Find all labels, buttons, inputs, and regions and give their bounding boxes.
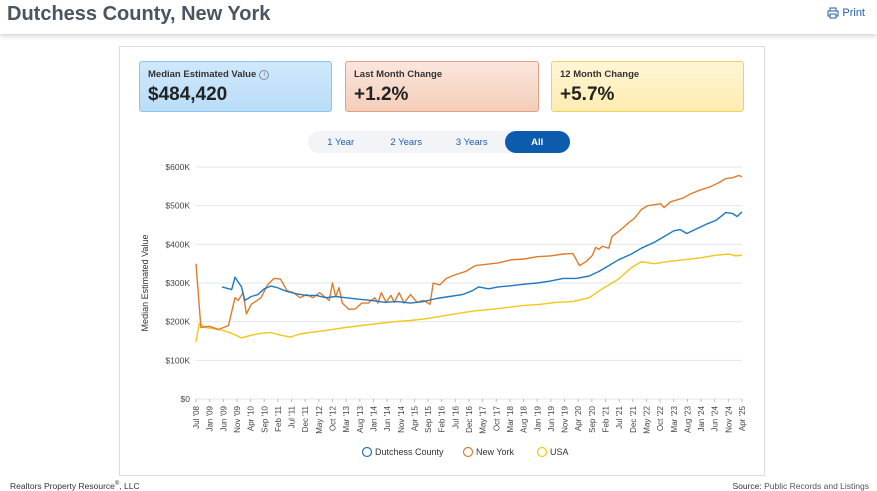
legend-marker	[462, 446, 474, 458]
legend-label: Dutchess County	[375, 447, 444, 457]
header-bar: Dutchess County, New York Print	[0, 0, 877, 34]
y-tick-label: $500K	[165, 201, 190, 211]
series-line-dutchess-county	[221, 211, 743, 304]
legend-marker	[361, 446, 373, 458]
twelve-month-change-card: 12 Month Change +5.7%	[551, 61, 744, 112]
company-name: Realtors Property Resource	[10, 481, 115, 491]
twelve-month-value: +5.7%	[560, 84, 615, 105]
y-tick-label: $200K	[165, 317, 190, 327]
info-icon[interactable]: i	[259, 69, 270, 80]
x-tick-label: Apr '20	[574, 405, 583, 431]
x-tick-label: Feb '16	[438, 405, 447, 432]
x-tick-label: Jun '19	[547, 405, 556, 431]
x-tick-label: Sep '15	[424, 405, 433, 432]
tab-all[interactable]: All	[504, 131, 570, 153]
twelve-month-label: 12 Month Change	[560, 69, 640, 80]
printer-icon	[827, 7, 839, 19]
x-tick-label: Nov '09	[233, 405, 242, 432]
x-tick-label: Sep '20	[588, 405, 597, 432]
x-tick-label: Jul '11	[288, 405, 297, 428]
x-tick-label: Jul '21	[615, 405, 624, 428]
x-tick-label: Aug '18	[520, 405, 529, 432]
median-value-card: Median Estimated Value i $484,420	[139, 61, 332, 112]
footer-company: Realtors Property Resource®, LLC	[10, 481, 140, 491]
last-month-label: Last Month Change	[354, 69, 443, 80]
legend-label: New York	[476, 447, 515, 457]
y-axis-label: Median Estimated Value	[140, 235, 150, 332]
x-tick-label: Nov '14	[397, 405, 406, 432]
tab-3-years[interactable]: 3 Years	[455, 136, 488, 148]
source-value: Public Records and Listings	[764, 481, 869, 491]
x-tick-label: Feb '11	[274, 405, 283, 431]
y-tick-label: $100K	[165, 355, 190, 365]
last-month-value: +1.2%	[354, 84, 409, 105]
x-tick-label: Jan '24	[697, 405, 706, 431]
y-tick-label: $400K	[165, 239, 190, 249]
x-tick-label: Jan '09	[206, 405, 215, 431]
series-line-new-york	[195, 174, 743, 331]
x-tick-label: Dec '16	[465, 405, 474, 432]
time-range-tabs: 1 Year 2 Years 3 Years All	[308, 131, 570, 153]
legend-label: USA	[550, 447, 569, 457]
x-tick-label: Jan '19	[533, 405, 542, 431]
x-tick-label: Sep '10	[260, 405, 269, 432]
x-tick-label: Aug '13	[356, 405, 365, 432]
tab-1-year[interactable]: 1 Year	[327, 136, 355, 148]
x-tick-label: Oct '22	[656, 405, 665, 431]
source-label: Source:	[732, 481, 762, 491]
x-tick-label: Apr '10	[247, 405, 256, 431]
x-tick-label: May '22	[642, 405, 651, 433]
company-suffix: , LLC	[119, 481, 140, 491]
footer-source: Source: Public Records and Listings	[732, 481, 869, 491]
print-button[interactable]: Print	[827, 7, 865, 19]
y-tick-label: $600K	[165, 162, 190, 172]
x-tick-label: Aug '23	[683, 405, 692, 432]
x-tick-label: Dec '11	[301, 405, 310, 432]
x-tick-label: May '12	[315, 405, 324, 433]
median-value: $484,420	[148, 84, 228, 105]
x-tick-label: Jan '14	[369, 405, 378, 431]
x-tick-label: Mar '18	[506, 405, 515, 432]
value-line-chart: $0 $100K $200K $300K $400K $500K $600K Median E…	[140, 162, 747, 458]
x-tick-label: Nov '24	[724, 405, 733, 432]
y-tick-label: $300K	[165, 278, 190, 288]
y-tick-label: $0	[181, 394, 191, 404]
x-tick-label: May '17	[479, 405, 488, 433]
print-label: Print	[842, 7, 865, 19]
page-title: Dutchess County, New York	[7, 3, 271, 25]
x-tick-label: Mar '23	[670, 405, 679, 432]
x-tick-label: Nov '19	[561, 405, 570, 432]
legend-marker	[536, 446, 548, 458]
x-tick-label: Apr '15	[410, 405, 419, 431]
median-label: Median Estimated Value	[148, 69, 257, 80]
x-tick-label: Dec '21	[629, 405, 638, 432]
x-tick-label: Mar '13	[342, 405, 351, 432]
chart-panel: Median Estimated Value i $484,420 Last M…	[119, 46, 765, 476]
x-tick-label: Oct '12	[329, 405, 338, 431]
x-tick-label: Oct '17	[492, 405, 501, 431]
x-tick-label: Jun '24	[711, 405, 720, 431]
x-tick-label: Jul '16	[451, 405, 460, 428]
x-tick-label: Feb '21	[602, 405, 611, 432]
tab-2-years[interactable]: 2 Years	[390, 136, 423, 148]
x-tick-label: Jul '08	[192, 405, 201, 428]
x-tick-label: Jun '14	[383, 405, 392, 431]
x-tick-label: Apr '25	[738, 405, 747, 431]
x-tick-label: Jun '09	[219, 405, 228, 431]
last-month-change-card: Last Month Change +1.2%	[345, 61, 539, 112]
series-line-usa	[195, 253, 743, 342]
